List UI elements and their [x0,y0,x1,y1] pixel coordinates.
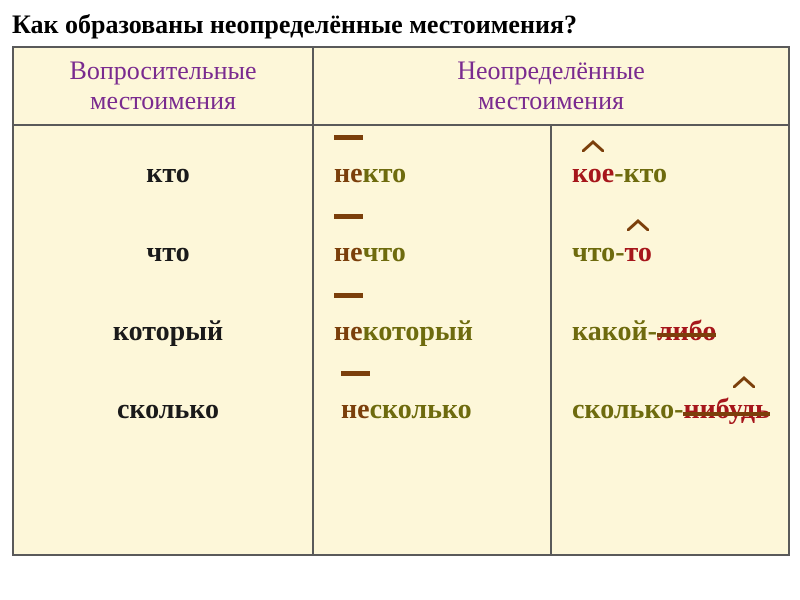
cell-suffix: кое -кто что-то какой-либо сколько-нибуд… [551,125,789,555]
pronouns-table: Вопросительные местоимения Неопределённы… [12,46,790,556]
word-chto: что [34,217,302,290]
word-skolko-nibud: сколько-нибудь [572,374,778,447]
col-header-indefinite: Неопределённые местоимения [313,47,789,125]
word-kto: кто [34,138,302,211]
col-header-interrogative: Вопросительные местоимения [13,47,313,125]
col-header-interrogative-line1: Вопросительные [69,56,256,85]
word-kotoryj: который [34,296,302,369]
word-chto-to: что-то [572,217,778,290]
cell-interrogative: кто что который сколько [13,125,313,555]
col-header-interrogative-line2: местоимения [90,86,236,115]
caret-icon [733,376,755,388]
caret-icon [582,140,604,152]
word-nekotoryj: некоторый [334,296,540,369]
strike-mark [683,412,769,416]
page-title: Как образованы неопределённые местоимени… [0,0,800,46]
word-koe-kto: кое -кто [572,138,778,211]
col-header-indefinite-line2: местоимения [478,86,624,115]
word-kakoj-libo: какой-либо [572,296,778,369]
word-neskolko: несколько [334,374,540,447]
word-nekto: некто [334,138,540,211]
col-header-indefinite-line1: Неопределённые [457,56,645,85]
cell-ne-prefix: некто нечто некоторый несколько [313,125,551,555]
word-skolko: сколько [34,374,302,447]
caret-icon [627,219,649,231]
strike-mark [657,333,716,337]
word-nechto: нечто [334,217,540,290]
